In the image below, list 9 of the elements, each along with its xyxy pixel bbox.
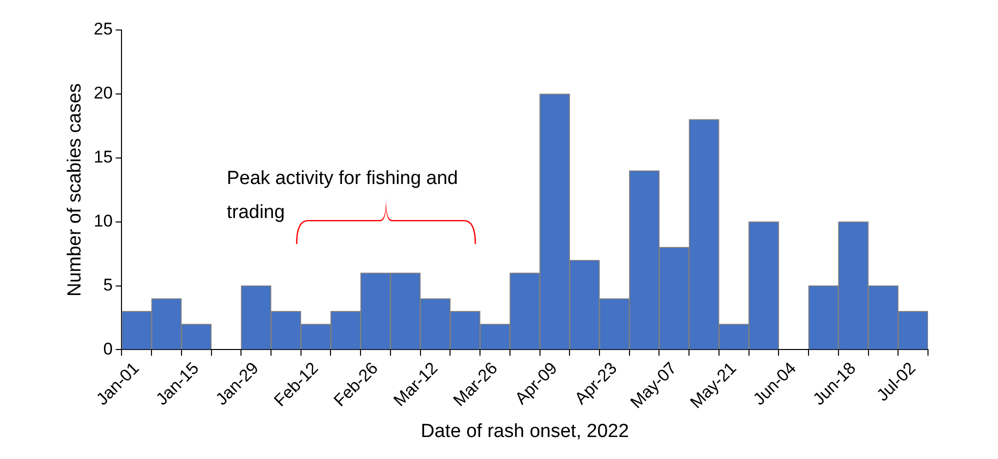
y-tick-label: 15 [94,148,113,167]
y-tick-label: 25 [94,20,113,39]
x-axis-title: Date of rash onset, 2022 [420,420,629,442]
y-tick-label: 20 [94,84,113,103]
y-tick-label: 5 [103,275,113,294]
y-tick-label: 0 [103,339,113,358]
y-axis-title: Number of scabies cases [64,83,86,297]
annotation: Peak activity for fishing and trading [226,168,458,223]
y-tick-label: 10 [94,212,113,231]
